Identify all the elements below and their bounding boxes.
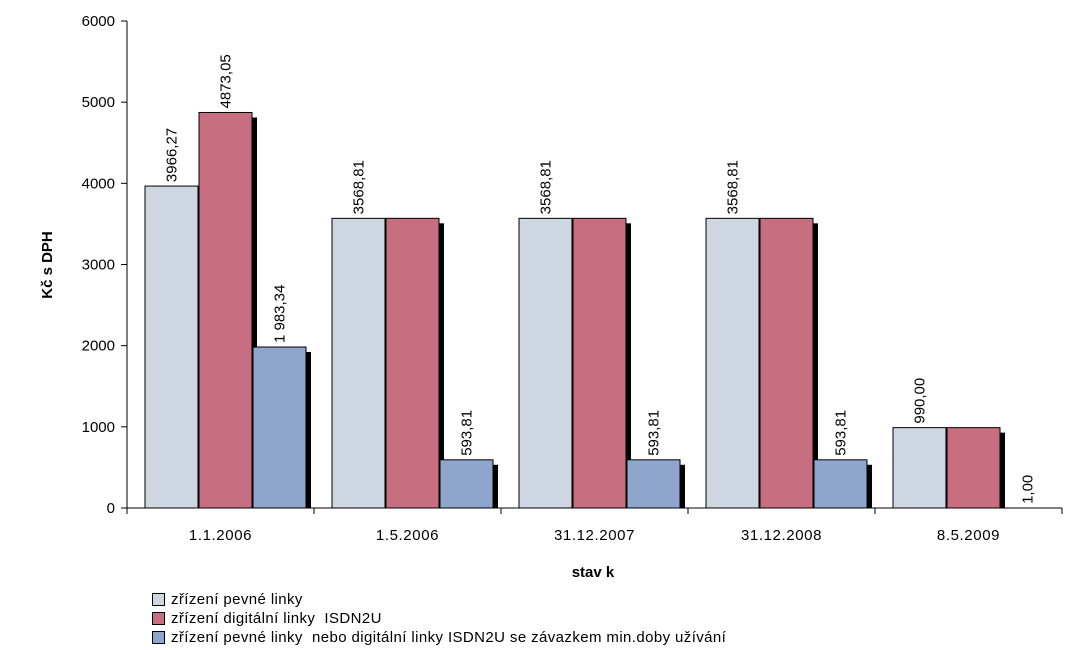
bar-chart: 3966,27 4873,05 1 983,34 3568,81 593,81 3568,… bbox=[39, 13, 1063, 581]
data-label: 3568,81 bbox=[351, 160, 368, 214]
legend-label: zřízení pevné linky bbox=[171, 591, 303, 608]
bar bbox=[252, 346, 307, 509]
x-axis-ticks: 1.1.2006 1.5.2006 31.12.2007 31.12.2008 8.5.… bbox=[126, 508, 1063, 544]
data-label: 3966,27 bbox=[164, 128, 181, 182]
y-axis-ticks: 0 1000 2000 3000 4000 5000 6000 bbox=[82, 13, 127, 517]
legend-label: zřízení pevné linky nebo digitální linky… bbox=[171, 629, 727, 646]
bar bbox=[892, 427, 947, 509]
bar bbox=[626, 459, 681, 509]
x-tick-label: 1.5.2006 bbox=[376, 527, 439, 544]
data-label: 3568,81 bbox=[538, 160, 555, 214]
y-tick-label: 2000 bbox=[82, 338, 115, 355]
bar bbox=[198, 111, 253, 509]
bar bbox=[331, 217, 386, 509]
data-label: 593,81 bbox=[833, 410, 850, 456]
legend-swatch bbox=[152, 612, 165, 625]
bar bbox=[518, 217, 573, 509]
bar bbox=[946, 427, 1001, 509]
y-tick-label: 5000 bbox=[82, 94, 115, 111]
data-label: 4873,05 bbox=[218, 54, 235, 108]
y-tick-label: 0 bbox=[107, 500, 115, 517]
legend: zřízení pevné linky zřízení digitální lin… bbox=[152, 590, 726, 647]
y-tick-label: 4000 bbox=[82, 175, 115, 192]
x-tick-label: 31.12.2008 bbox=[741, 527, 822, 544]
bar bbox=[705, 217, 760, 509]
bar bbox=[439, 459, 494, 509]
bar bbox=[385, 217, 440, 509]
legend-swatch bbox=[152, 631, 165, 644]
legend-swatch bbox=[152, 593, 165, 606]
bar bbox=[813, 459, 868, 509]
bar bbox=[572, 217, 627, 509]
data-label: 990,00 bbox=[912, 378, 929, 424]
data-label: 1 983,34 bbox=[272, 285, 289, 343]
y-tick-label: 1000 bbox=[82, 419, 115, 436]
y-tick-label: 6000 bbox=[82, 13, 115, 30]
x-tick-label: 1.1.2006 bbox=[189, 527, 252, 544]
y-axis-title: Kč s DPH bbox=[39, 231, 56, 299]
data-label: 593,81 bbox=[459, 410, 476, 456]
bars-layer bbox=[144, 111, 1005, 509]
data-label: 3568,81 bbox=[725, 160, 742, 214]
data-label: 1,00 bbox=[1020, 475, 1037, 504]
legend-item: zřízení pevné linky nebo digitální linky… bbox=[152, 628, 726, 647]
legend-label: zřízení digitální linky ISDN2U bbox=[171, 610, 382, 627]
x-axis-title: stav k bbox=[572, 564, 615, 581]
legend-item: zřízení pevné linky bbox=[152, 590, 726, 609]
legend-item: zřízení digitální linky ISDN2U bbox=[152, 609, 726, 628]
data-label: 593,81 bbox=[646, 410, 663, 456]
x-tick-label: 8.5.2009 bbox=[937, 527, 1000, 544]
bar bbox=[759, 217, 814, 509]
x-tick-label: 31.12.2007 bbox=[554, 527, 635, 544]
y-tick-label: 3000 bbox=[82, 257, 115, 274]
data-labels-layer: 3966,27 4873,05 1 983,34 3568,81 593,81 3568,… bbox=[164, 54, 1037, 504]
bar bbox=[144, 185, 199, 509]
